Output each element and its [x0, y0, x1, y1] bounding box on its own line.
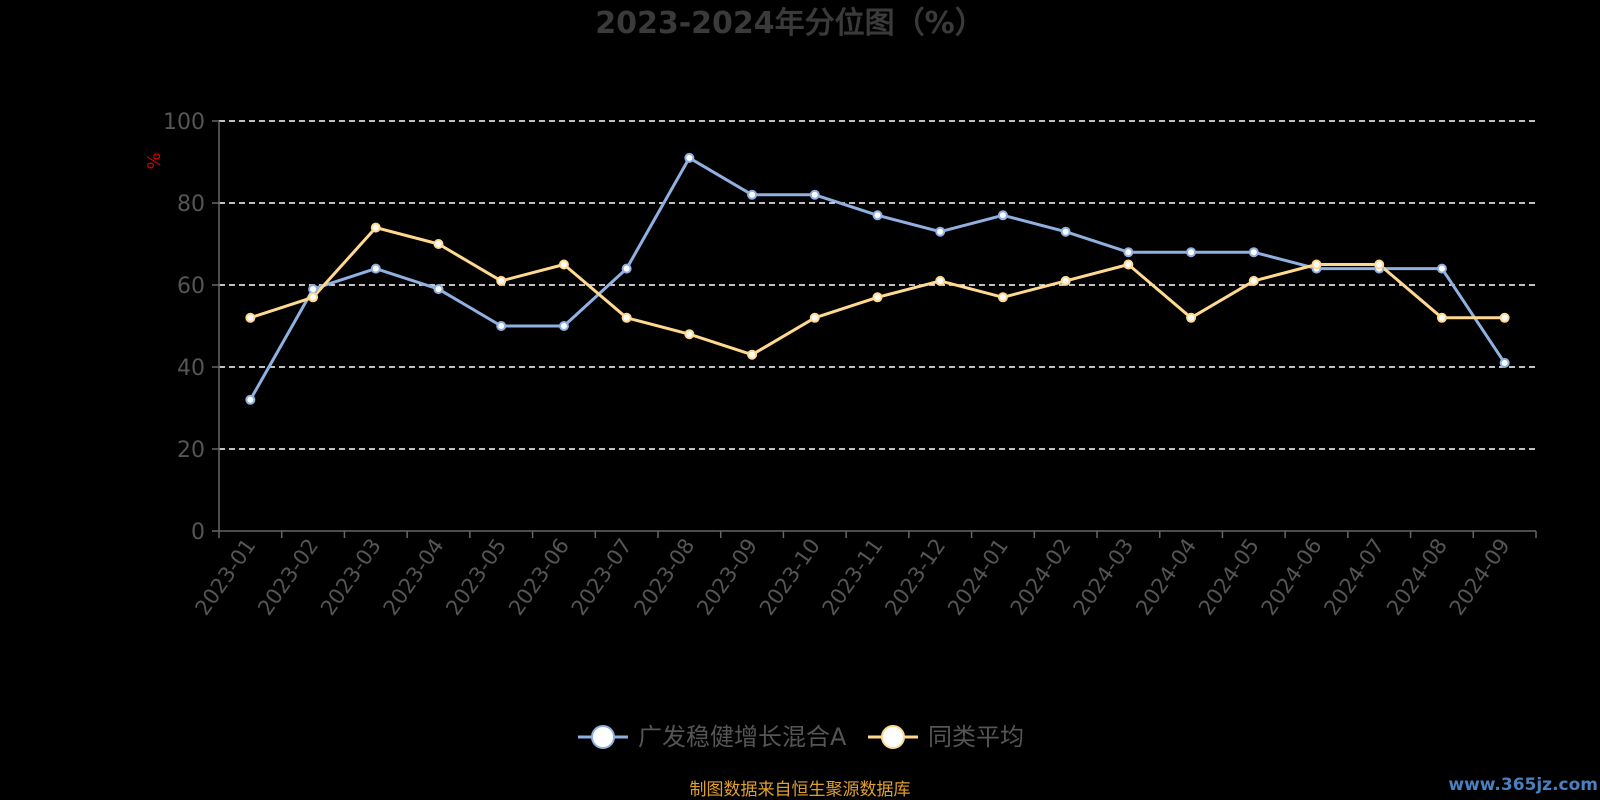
- chart-title: 2023-2024年分位图（%）: [595, 6, 985, 41]
- x-tick-label: 2024-04: [1131, 534, 1201, 620]
- x-tick-label: 2024-07: [1319, 534, 1389, 620]
- data-point[interactable]: [308, 284, 319, 295]
- x-tick-label: 2023-12: [880, 534, 950, 620]
- y-tick-labels: 0 20 40 60 80 100: [163, 110, 205, 545]
- x-tick-label: 2023-03: [316, 534, 386, 620]
- data-point[interactable]: [1436, 312, 1447, 323]
- x-tick-label: 2024-02: [1006, 534, 1076, 620]
- data-point[interactable]: [1060, 275, 1071, 286]
- x-tick-label: 2023-11: [818, 534, 888, 620]
- x-tick-label: 2023-01: [190, 534, 260, 620]
- data-point[interactable]: [997, 210, 1008, 221]
- data-point[interactable]: [370, 263, 381, 274]
- data-point[interactable]: [935, 275, 946, 286]
- x-tick-label: 2023-10: [755, 534, 825, 620]
- data-point[interactable]: [1499, 312, 1510, 323]
- source-note: 制图数据来自恒生聚源数据库: [690, 780, 911, 800]
- series-lines: [245, 152, 1510, 405]
- x-tick-label: 2024-03: [1068, 534, 1138, 620]
- data-point[interactable]: [809, 312, 820, 323]
- x-tick-label: 2024-08: [1382, 534, 1452, 620]
- data-point[interactable]: [747, 189, 758, 200]
- x-tick-label: 2023-04: [379, 534, 449, 620]
- x-tick-label: 2023-02: [253, 534, 323, 620]
- data-point[interactable]: [370, 222, 381, 233]
- data-point[interactable]: [935, 226, 946, 237]
- data-point[interactable]: [245, 312, 256, 323]
- data-point[interactable]: [308, 292, 319, 303]
- x-tick-label: 2023-06: [504, 534, 574, 620]
- data-point[interactable]: [433, 284, 444, 295]
- x-tick-label: 2024-09: [1445, 534, 1515, 620]
- x-tick-label: 2023-09: [692, 534, 762, 620]
- data-point[interactable]: [1123, 247, 1134, 258]
- data-point[interactable]: [245, 394, 256, 405]
- series-line: [249, 156, 1506, 401]
- data-point[interactable]: [621, 263, 632, 274]
- data-point[interactable]: [1436, 263, 1447, 274]
- x-tick-labels: 2023-012023-022023-032023-042023-052023-…: [190, 534, 1514, 620]
- legend-label[interactable]: 广发稳健增长混合A: [638, 723, 847, 751]
- y-tick-label: 40: [177, 356, 205, 381]
- watermark: www.365jz.com: [1448, 775, 1598, 795]
- data-point[interactable]: [1311, 259, 1322, 270]
- axes: [212, 120, 1537, 538]
- data-point[interactable]: [496, 321, 507, 331]
- data-point[interactable]: [872, 210, 883, 221]
- legend-marker[interactable]: [591, 725, 615, 749]
- data-point[interactable]: [433, 239, 444, 249]
- y-tick-label: 20: [177, 438, 205, 463]
- data-point[interactable]: [684, 329, 695, 340]
- x-tick-label: 2024-01: [943, 534, 1013, 620]
- data-point[interactable]: [747, 349, 758, 360]
- legend: 广发稳健增长混合A 同类平均: [578, 723, 1024, 751]
- data-point[interactable]: [809, 189, 820, 200]
- data-point[interactable]: [997, 292, 1008, 303]
- data-point[interactable]: [1374, 259, 1385, 270]
- data-point[interactable]: [684, 152, 695, 163]
- y-tick-label: 60: [177, 274, 205, 299]
- y-tick-label: 0: [191, 520, 205, 545]
- y-axis-label: %: [144, 152, 165, 169]
- x-tick-label: 2024-06: [1257, 534, 1327, 620]
- data-point[interactable]: [1248, 247, 1259, 258]
- data-point[interactable]: [621, 312, 632, 323]
- legend-label[interactable]: 同类平均: [928, 723, 1024, 751]
- grid-lines: [219, 120, 1536, 450]
- data-point[interactable]: [558, 321, 569, 331]
- data-point[interactable]: [496, 275, 507, 286]
- y-tick-label: 100: [163, 110, 205, 135]
- data-point[interactable]: [1499, 357, 1510, 368]
- x-tick-label: 2024-05: [1194, 534, 1264, 620]
- data-point[interactable]: [1248, 275, 1259, 286]
- data-point[interactable]: [1186, 247, 1197, 258]
- data-point[interactable]: [1060, 226, 1071, 237]
- data-point[interactable]: [1186, 312, 1197, 323]
- x-tick-label: 2023-05: [441, 534, 511, 620]
- y-tick-label: 80: [177, 192, 205, 217]
- data-point[interactable]: [1123, 259, 1134, 270]
- x-tick-label: 2023-08: [629, 534, 699, 620]
- data-point[interactable]: [872, 292, 883, 303]
- legend-marker[interactable]: [881, 725, 905, 749]
- data-point[interactable]: [558, 259, 569, 270]
- x-tick-label: 2023-07: [567, 534, 637, 620]
